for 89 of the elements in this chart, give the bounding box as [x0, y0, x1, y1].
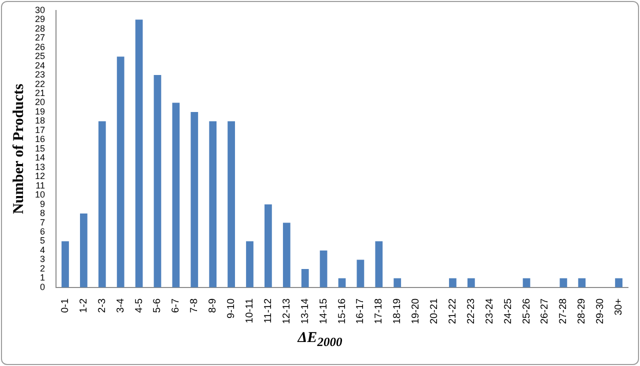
y-tick-label: 10: [34, 190, 46, 200]
y-tick-label: 30: [34, 4, 46, 15]
y-tick-label: 5: [40, 236, 46, 246]
bar: [560, 278, 568, 288]
x-tick-label: 5-6: [152, 298, 164, 313]
y-tick-label: 14: [34, 152, 46, 163]
bar: [356, 260, 364, 288]
x-tick-label: 4-5: [134, 298, 145, 313]
x-tick-label: 21-22: [447, 298, 458, 324]
x-tick-label: 28-29: [576, 298, 588, 324]
bar: [522, 278, 530, 288]
x-tick-label: 23-24: [484, 298, 496, 324]
x-tick-label: 14-15: [318, 298, 330, 324]
bar: [116, 56, 124, 288]
x-tick-label: 0-1: [60, 298, 71, 313]
x-tick-label: 17-18: [374, 298, 385, 324]
bar: [228, 121, 235, 288]
bar: [467, 278, 475, 288]
bar: [154, 75, 162, 288]
x-tick-label: 20-21: [429, 298, 440, 324]
x-tick-label: 30+: [614, 298, 625, 316]
bar: [135, 20, 143, 288]
bar: [98, 121, 106, 288]
y-tick-label: 22: [34, 78, 46, 89]
x-tick-label: 3-4: [115, 298, 126, 313]
y-tick-label: 27: [34, 32, 46, 43]
y-tick-label: 24: [34, 60, 46, 70]
x-tick-label: 15-16: [336, 298, 348, 324]
y-tick-label: 4: [40, 244, 46, 255]
bar: [80, 214, 88, 288]
x-tick-label: 18-19: [392, 298, 404, 324]
x-tick-label: 7-8: [189, 298, 200, 313]
bar: [615, 278, 622, 288]
x-tick-label: 6-7: [170, 298, 182, 313]
x-tick-label: 25-26: [521, 298, 532, 324]
bar: [190, 112, 198, 288]
y-tick-label: 12: [34, 171, 46, 182]
x-tick-label: 2-3: [96, 298, 108, 313]
y-tick-label: 8: [40, 208, 46, 218]
y-tick-label: 17: [34, 124, 46, 135]
y-tick-label: 1: [40, 272, 46, 283]
x-tick-label: 1-2: [78, 298, 90, 313]
y-tick-label: 29: [34, 14, 46, 24]
x-tick-label: 13-14: [300, 298, 311, 324]
bar: [338, 278, 346, 288]
x-tick-label: 29-30: [595, 298, 606, 324]
bar: [375, 241, 383, 288]
y-tick-label: 25: [34, 51, 46, 62]
x-tick-label: 26-27: [540, 298, 551, 324]
y-tick-label: 15: [34, 143, 46, 154]
y-tick-label: 11: [36, 180, 46, 190]
bar: [209, 121, 217, 288]
y-tick-label: 7: [40, 217, 46, 228]
bar: [246, 241, 254, 288]
x-tick-label: 24-25: [502, 298, 514, 324]
bar: [449, 278, 456, 288]
x-tick-label: 27-28: [558, 298, 570, 324]
bar: [301, 268, 309, 288]
bar: [320, 250, 328, 288]
bar: [172, 102, 180, 288]
y-tick-label: 21: [34, 88, 46, 98]
y-tick-label: 2: [40, 263, 46, 274]
y-tick-label: 3: [40, 254, 46, 264]
x-tick-label: 19-20: [410, 298, 422, 324]
y-tick-label: 19: [34, 106, 46, 116]
y-tick-label: 26: [34, 42, 46, 52]
y-tick-label: 16: [34, 134, 46, 144]
x-tick-label: 9-10: [226, 298, 238, 318]
y-tick-label: 18: [34, 116, 46, 126]
x-tick-label: 11-12: [262, 298, 274, 324]
y-tick-label: 20: [34, 97, 46, 108]
y-axis-title: Number of Products: [10, 84, 27, 214]
y-tick-label: 13: [34, 162, 46, 172]
bar: [62, 241, 69, 288]
x-tick-label: 16-17: [355, 298, 366, 324]
bar: [264, 204, 272, 288]
y-tick-label: 28: [34, 23, 46, 34]
x-tick-label: 8-9: [208, 298, 219, 313]
x-axis-title: ΔE$_{2000}$: [296, 330, 344, 350]
y-tick-label: 9: [40, 198, 46, 209]
y-tick-label: 23: [34, 70, 46, 80]
x-tick-label: 12-13: [281, 298, 292, 324]
bar: [578, 278, 586, 288]
x-tick-label: 10-11: [244, 298, 256, 324]
y-tick-label: 0: [40, 282, 46, 292]
bar: [282, 222, 290, 288]
bar: [394, 278, 402, 288]
x-tick-label: 22-23: [466, 298, 477, 324]
y-tick-label: 6: [40, 226, 46, 237]
